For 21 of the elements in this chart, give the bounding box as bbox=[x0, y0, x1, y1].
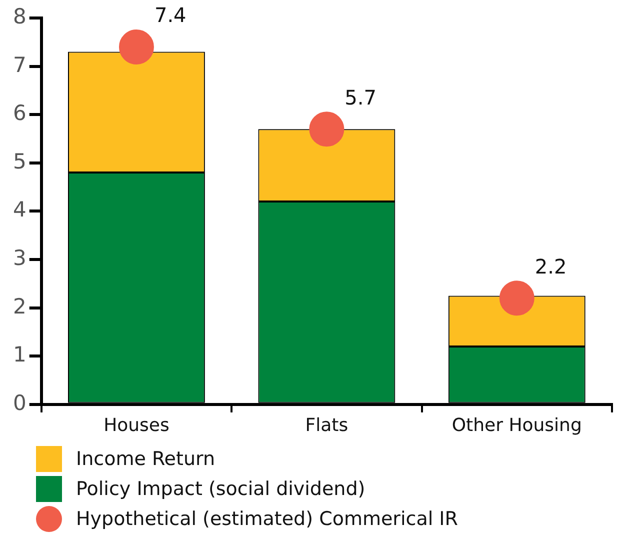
y-tick-label: 6 bbox=[12, 101, 26, 126]
y-tick-label: 7 bbox=[12, 52, 26, 77]
data-label: 2.2 bbox=[534, 254, 567, 278]
y-tick-label: 1 bbox=[12, 342, 26, 367]
legend-label: Hypothetical (estimated) Commerical IR bbox=[76, 508, 458, 530]
y-tick-label: 8 bbox=[12, 4, 26, 28]
y-tick-label: 5 bbox=[12, 149, 26, 174]
point bbox=[499, 280, 534, 316]
x-tick-label: Flats bbox=[305, 414, 348, 436]
y-tick-label: 0 bbox=[12, 390, 26, 415]
point bbox=[118, 29, 154, 64]
x-tick-label: Other Housing bbox=[452, 414, 582, 436]
data-label: 7.4 bbox=[154, 3, 186, 28]
data-label: 5.7 bbox=[344, 85, 376, 110]
y-tick-label: 3 bbox=[12, 246, 26, 270]
x-tick-label: Houses bbox=[104, 414, 170, 436]
legend-label: Policy Impact (social dividend) bbox=[76, 478, 366, 500]
point bbox=[309, 112, 344, 147]
legend-label: Income Return bbox=[76, 448, 216, 470]
y-tick-label: 4 bbox=[12, 198, 26, 222]
y-tick-label: 2 bbox=[12, 294, 26, 318]
